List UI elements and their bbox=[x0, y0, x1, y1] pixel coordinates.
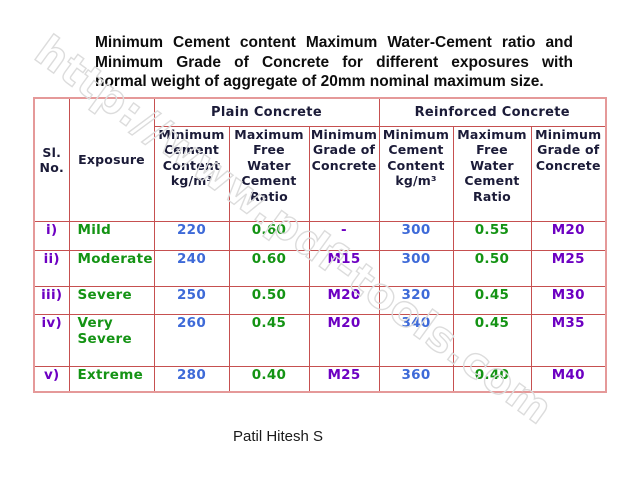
cell-sl-no: ii) bbox=[33, 249, 70, 287]
cell-reinf-cement: 340 bbox=[378, 313, 454, 367]
cell-plain-cement: 220 bbox=[153, 220, 230, 251]
cell-exposure: Extreme bbox=[68, 365, 155, 393]
table-group-header-row: Sl. No. Exposure Plain Concrete Reinforc… bbox=[33, 97, 607, 222]
header-reinf-min-grade: Minimum Grade of Concrete bbox=[530, 125, 607, 222]
cell-plain-cement: 260 bbox=[153, 313, 230, 367]
header-sl-no: Sl. No. bbox=[33, 97, 70, 222]
cell-plain-water: 0.45 bbox=[228, 313, 310, 367]
cell-plain-grade: M20 bbox=[308, 285, 380, 315]
cell-sl-no: i) bbox=[33, 220, 70, 251]
cell-plain-water: 0.40 bbox=[228, 365, 310, 393]
title-line-3: normal weight of aggregate of 20mm nomin… bbox=[95, 73, 544, 90]
slide-title: Minimum Cement content Maximum Water-Cem… bbox=[95, 33, 573, 92]
cell-plain-cement: 240 bbox=[153, 249, 230, 287]
cell-plain-grade: - bbox=[308, 220, 380, 251]
header-plain-concrete: Plain Concrete bbox=[153, 97, 380, 127]
table-row: v) Extreme 280 0.40 M25 360 0.40 M40 bbox=[33, 365, 607, 393]
cell-plain-water: 0.60 bbox=[228, 220, 310, 251]
cell-reinf-grade: M20 bbox=[530, 220, 607, 251]
header-plain-max-water: Maximum Free Water Cement Ratio bbox=[228, 125, 310, 222]
cell-reinf-water: 0.55 bbox=[452, 220, 532, 251]
cell-plain-grade: M25 bbox=[308, 365, 380, 393]
cell-sl-no: v) bbox=[33, 365, 70, 393]
exposure-requirements-table: Sl. No. Exposure Plain Concrete Reinforc… bbox=[33, 97, 607, 393]
title-line-2: Minimum Grade of Concrete for different … bbox=[95, 53, 573, 71]
header-exposure: Exposure bbox=[68, 97, 155, 222]
cell-reinf-cement: 360 bbox=[378, 365, 454, 393]
cell-sl-no: iv) bbox=[33, 313, 70, 367]
cell-reinf-grade: M35 bbox=[530, 313, 607, 367]
header-plain-min-grade: Minimum Grade of Concrete bbox=[308, 125, 380, 222]
cell-reinf-water: 0.45 bbox=[452, 285, 532, 315]
cell-reinf-grade: M40 bbox=[530, 365, 607, 393]
title-line-1: Minimum Cement content Maximum Water-Cem… bbox=[95, 34, 573, 51]
cell-reinf-grade: M25 bbox=[530, 249, 607, 287]
header-plain-min-cement: Minimum Cement Content kg/m³ bbox=[153, 125, 230, 222]
table-sub-header-row: Minimum Cement Content kg/m³ Maximum Fre… bbox=[34, 125, 607, 222]
cell-exposure: Very Severe bbox=[68, 313, 155, 367]
cell-exposure: Moderate bbox=[68, 249, 155, 287]
cell-plain-cement: 250 bbox=[153, 285, 230, 315]
cell-plain-cement: 280 bbox=[153, 365, 230, 393]
cell-reinf-water: 0.50 bbox=[452, 249, 532, 287]
cell-reinf-water: 0.40 bbox=[452, 365, 532, 393]
cell-reinf-cement: 300 bbox=[378, 249, 454, 287]
cell-plain-water: 0.50 bbox=[228, 285, 310, 315]
table-row: ii) Moderate 240 0.60 M15 300 0.50 M25 bbox=[33, 249, 607, 287]
cell-plain-grade: M15 bbox=[308, 249, 380, 287]
author-credit: Patil Hitesh S bbox=[233, 428, 324, 445]
table-row: i) Mild 220 0.60 - 300 0.55 M20 bbox=[33, 220, 607, 251]
cell-plain-water: 0.60 bbox=[228, 249, 310, 287]
cell-reinf-cement: 320 bbox=[378, 285, 454, 315]
cell-plain-grade: M20 bbox=[308, 313, 380, 367]
cell-reinf-grade: M30 bbox=[530, 285, 607, 315]
header-reinf-max-water: Maximum Free Water Cement Ratio bbox=[452, 125, 532, 222]
header-reinforced-concrete: Reinforced Concrete bbox=[378, 97, 607, 127]
table-row: iv) Very Severe 260 0.45 M20 340 0.45 M3… bbox=[33, 313, 607, 367]
cell-sl-no: iii) bbox=[33, 285, 70, 315]
header-reinf-min-cement: Minimum Cement Content kg/m³ bbox=[378, 125, 454, 222]
cell-reinf-cement: 300 bbox=[378, 220, 454, 251]
cell-reinf-water: 0.45 bbox=[452, 313, 532, 367]
table-row: iii) Severe 250 0.50 M20 320 0.45 M30 bbox=[33, 285, 607, 315]
cell-exposure: Mild bbox=[68, 220, 155, 251]
cell-exposure: Severe bbox=[68, 285, 155, 315]
